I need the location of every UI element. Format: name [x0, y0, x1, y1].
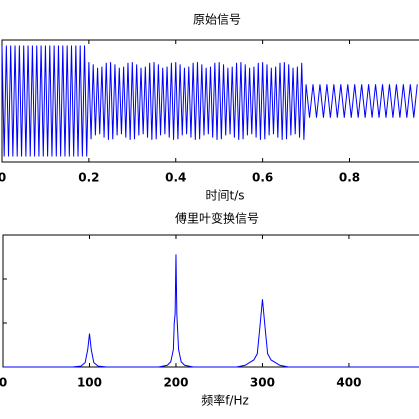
x-tick-label: 0.6: [252, 171, 273, 185]
x-tick-label: 200: [163, 376, 188, 390]
x-tick-label: 0: [0, 171, 6, 185]
x-tick-label: 100: [77, 376, 102, 390]
signal-line: [3, 254, 419, 368]
signal-line: [1, 45, 418, 157]
x-tick-label: 300: [250, 376, 275, 390]
x-axis-label: 频率f/Hz: [201, 393, 249, 408]
x-tick-label: 0.4: [165, 171, 186, 185]
x-tick-label: 0.8: [339, 171, 360, 185]
axes-box: [2, 234, 419, 368]
chart-title: 原始信号: [193, 13, 241, 27]
x-tick-label: 400: [336, 376, 361, 390]
chart-title: 傅里叶变换信号: [175, 211, 259, 226]
x-tick-label: 0.2: [78, 171, 99, 185]
axes-box: [1, 39, 419, 163]
x-axis-label: 时间t/s: [205, 189, 244, 203]
x-tick-label: 0: [0, 376, 7, 390]
